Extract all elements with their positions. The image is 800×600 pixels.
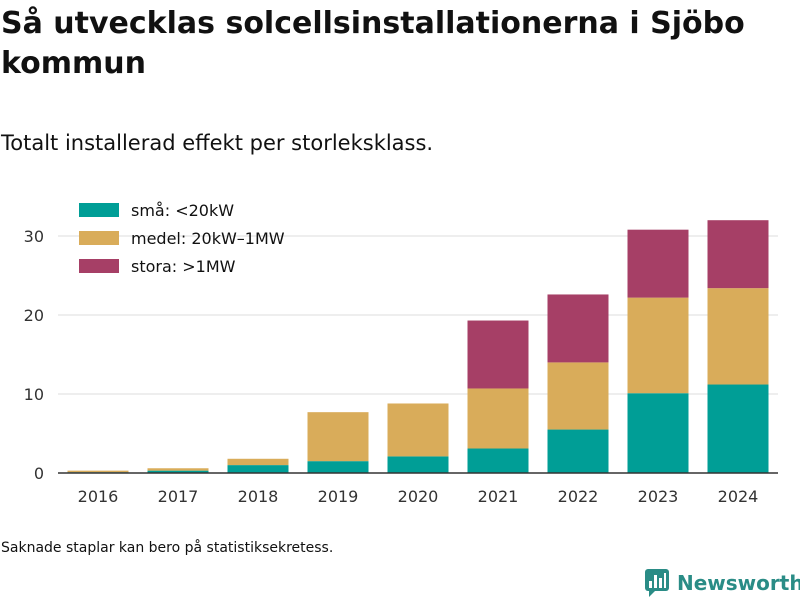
legend-swatch <box>79 203 119 217</box>
bar-segment[interactable] <box>707 220 769 289</box>
footnote: Saknade staplar kan bero på statistiksek… <box>1 540 334 556</box>
stacked-bar-chart: 0 10 20 30 2016 2017 2018 2019 2020 2021 2022 2023 2… <box>24 201 778 506</box>
bar-segment[interactable] <box>67 470 129 473</box>
y-tick-label: 30 <box>24 227 44 246</box>
y-tick-label: 10 <box>24 385 44 404</box>
bar-segment[interactable] <box>227 465 289 473</box>
x-tick-label: 2022 <box>558 487 599 506</box>
legend-swatch <box>79 231 119 245</box>
x-tick-label: 2018 <box>238 487 279 506</box>
bar-segment[interactable] <box>387 456 449 473</box>
newsworthy-logo[interactable]: Newsworthy <box>645 569 800 597</box>
bar-segment[interactable] <box>307 412 369 462</box>
y-tick-label: 0 <box>34 464 44 483</box>
bar-segment[interactable] <box>467 320 529 389</box>
bar-chart-icon <box>645 569 669 597</box>
bar-segment[interactable] <box>147 470 209 473</box>
bar-segment[interactable] <box>627 229 689 298</box>
x-tick-label: 2019 <box>318 487 359 506</box>
legend-label: små: <20kW <box>131 201 234 220</box>
bar-segment[interactable] <box>467 448 529 473</box>
legend-label: medel: 20kW–1MW <box>131 229 285 248</box>
x-tick-label: 2023 <box>638 487 679 506</box>
bar-segment[interactable] <box>627 297 689 394</box>
bar-segment[interactable] <box>627 393 689 473</box>
bar-segment[interactable] <box>467 388 529 449</box>
chart-title: Så utvecklas solcellsinstallationerna i … <box>1 6 745 81</box>
chart-subtitle: Totalt installerad effekt per storlekskl… <box>1 131 434 155</box>
bar-segment[interactable] <box>227 458 289 466</box>
bar-segment[interactable] <box>707 384 769 473</box>
bar-segment[interactable] <box>547 429 609 473</box>
bar-segment[interactable] <box>547 362 609 430</box>
legend-label: stora: >1MW <box>131 257 236 276</box>
x-tick-label: 2017 <box>158 487 199 506</box>
bar-segment[interactable] <box>307 461 369 473</box>
legend-swatch <box>79 259 119 273</box>
x-tick-label: 2020 <box>398 487 439 506</box>
y-tick-label: 20 <box>24 306 44 325</box>
bar-segment[interactable] <box>707 288 769 385</box>
bar-segment[interactable] <box>147 468 209 471</box>
x-tick-label: 2016 <box>78 487 119 506</box>
brand-name: Newsworthy <box>677 571 800 595</box>
x-tick-label: 2021 <box>478 487 519 506</box>
bar-segment[interactable] <box>547 294 609 363</box>
x-tick-label: 2024 <box>718 487 759 506</box>
bar-segment[interactable] <box>387 403 449 457</box>
